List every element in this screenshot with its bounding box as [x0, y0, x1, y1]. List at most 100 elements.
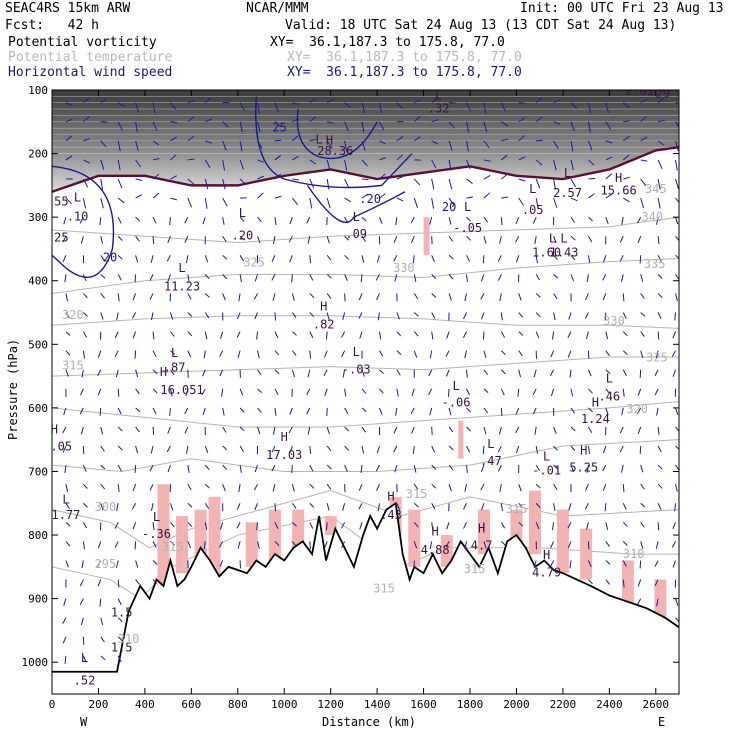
wind-vector	[619, 426, 624, 434]
wind-vector	[567, 331, 572, 338]
wind-vector	[675, 445, 679, 450]
wind-vector	[361, 159, 368, 167]
wind-vector	[431, 255, 435, 262]
wind-vector	[413, 116, 421, 123]
wind-vector	[220, 331, 224, 339]
wind-vector	[82, 178, 89, 188]
wind-vector	[448, 140, 453, 151]
wind-vector	[117, 464, 122, 472]
wind-vector	[204, 255, 209, 263]
pv-label: 11.23	[164, 279, 200, 293]
wind-vector	[431, 522, 434, 531]
wind-vector	[239, 216, 245, 222]
wind-vector	[82, 293, 88, 299]
wind-vector	[551, 522, 555, 531]
wind-vector	[186, 445, 189, 454]
wind-vector	[588, 407, 593, 413]
wind-vector	[657, 464, 663, 470]
wind-vector	[378, 102, 383, 114]
wind-vector	[619, 445, 624, 453]
wind-vector	[429, 541, 433, 550]
wind-vector	[431, 293, 437, 298]
wind-vector	[239, 140, 243, 152]
wind-vector	[169, 407, 171, 416]
wind-vector	[291, 484, 295, 492]
theta-label: 310	[623, 547, 645, 561]
wind-vector	[515, 216, 520, 224]
y-tick-label: 400	[28, 275, 48, 288]
wind-label: 20	[103, 251, 117, 265]
wind-vector	[602, 464, 607, 472]
wind-vector	[569, 369, 572, 378]
wind-vector	[396, 136, 404, 142]
wind-vector	[309, 138, 317, 142]
wind-vector	[309, 483, 315, 489]
terrain-line	[52, 501, 679, 673]
wind-vector	[65, 118, 73, 123]
wind-vector	[344, 178, 350, 188]
wind-vector	[135, 194, 143, 199]
wind-vector	[396, 503, 401, 511]
wind-vector	[675, 598, 679, 606]
wind-vector	[501, 138, 508, 142]
wind-vector	[135, 407, 141, 413]
wind-vector	[257, 159, 265, 163]
wind-vector	[100, 655, 106, 661]
wind-vector	[257, 350, 260, 359]
wind-vector	[619, 236, 624, 243]
wind-vector	[342, 503, 346, 511]
wind-vector	[412, 255, 415, 264]
wind-vector	[132, 484, 137, 492]
wind-vector	[605, 173, 612, 180]
wind-vector	[587, 140, 593, 151]
wind-vector	[65, 102, 73, 106]
pv-label: H	[51, 422, 58, 436]
wind-vector	[204, 502, 210, 510]
wind-vector	[466, 159, 471, 170]
wind-vector	[79, 579, 84, 587]
pv-label: H	[615, 171, 622, 185]
wind-vector	[272, 484, 276, 492]
wind-vector	[149, 293, 154, 300]
wind-vector	[448, 464, 454, 471]
wind-vector	[326, 503, 330, 511]
wind-vector	[515, 426, 520, 434]
theta-label: 315	[506, 502, 528, 516]
wind-vector	[553, 274, 559, 279]
wind-vector	[309, 445, 312, 454]
wind-vector	[570, 178, 577, 188]
wind-vector	[80, 617, 84, 626]
wind-vector	[361, 407, 367, 413]
wind-vector	[254, 464, 258, 473]
y-tick-label: 200	[28, 148, 48, 161]
wind-vector	[65, 155, 73, 161]
theta-isentrope	[52, 257, 679, 294]
wind-vector	[518, 484, 522, 492]
wind-vector	[553, 293, 558, 300]
wind-vector	[222, 445, 228, 451]
wind-vector	[431, 178, 435, 190]
wind-vector	[117, 388, 120, 397]
wind-vector	[605, 102, 609, 113]
wind-vector	[204, 274, 210, 280]
pv-label: L	[564, 166, 571, 180]
wind-vector	[184, 407, 189, 415]
wind-vector	[359, 331, 363, 339]
wind-vector	[622, 154, 630, 161]
wind-vector	[97, 560, 102, 567]
wind-vector	[376, 255, 380, 263]
wind-vector	[170, 121, 178, 124]
wind-vector	[518, 369, 522, 378]
wind-vector	[500, 369, 506, 375]
wind-vector	[150, 312, 154, 321]
wind-vector	[271, 445, 276, 453]
wind-vector	[237, 350, 241, 359]
pv-label: .47	[480, 454, 502, 468]
pv-label: L	[153, 510, 160, 524]
wind-vector	[500, 522, 506, 529]
wind-vector	[570, 464, 575, 473]
wind-vector	[411, 426, 415, 434]
wind-vector	[83, 97, 90, 104]
x-end-right: E	[658, 715, 665, 729]
y-tick-label: 500	[28, 338, 48, 351]
